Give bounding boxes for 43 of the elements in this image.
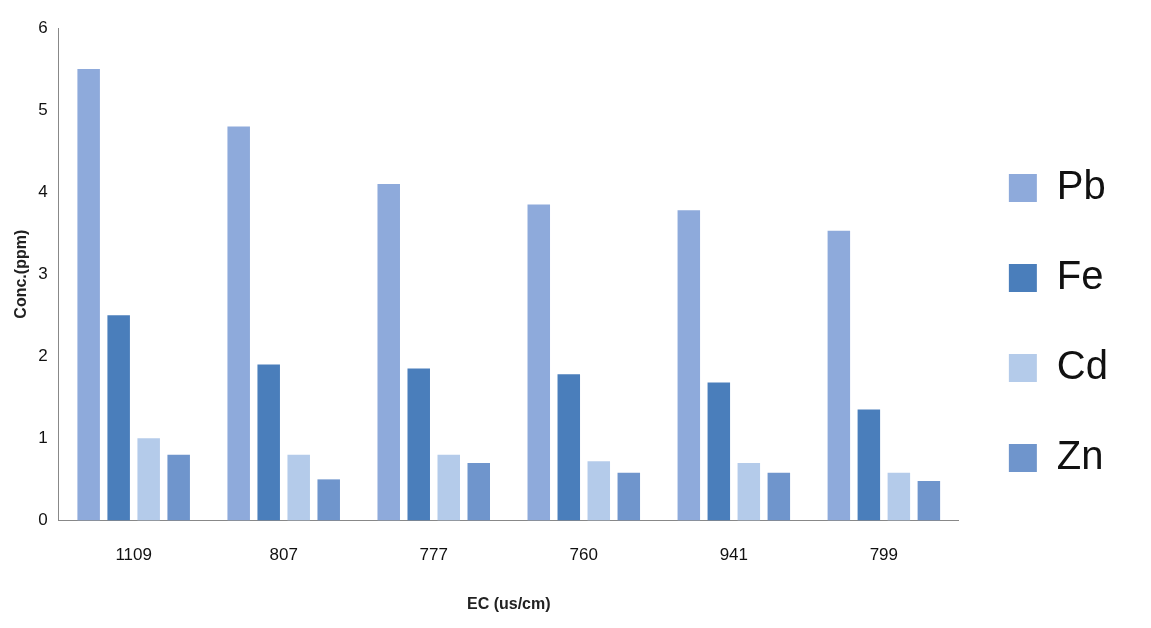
y-tick-label: 1: [38, 428, 48, 448]
bar: [137, 438, 160, 521]
bar: [857, 409, 881, 521]
bar: [107, 315, 130, 521]
x-tick-label: 941: [719, 545, 748, 565]
bar: [77, 69, 100, 521]
bar: [707, 382, 731, 521]
bar: [527, 204, 551, 521]
bar: [467, 462, 491, 521]
legend-label: Fe: [1056, 253, 1104, 298]
y-tick-label: 6: [38, 17, 48, 37]
bar: [587, 461, 611, 521]
bar: [767, 472, 791, 521]
bar: [677, 210, 701, 521]
bar: [227, 126, 250, 521]
x-tick-label: 799: [869, 545, 899, 565]
y-tick-label: 0: [38, 510, 48, 530]
legend-label: Pb: [1056, 163, 1106, 208]
bar: [437, 454, 460, 521]
bar: [887, 472, 911, 521]
bar: [377, 183, 400, 521]
y-tick-label: 4: [38, 181, 48, 201]
y-tick-label: 3: [38, 263, 48, 283]
bar: [557, 374, 581, 521]
legend-label: Zn: [1056, 433, 1104, 478]
bar: [167, 454, 190, 521]
bar: [917, 481, 941, 521]
x-tick-label: 777: [419, 545, 448, 565]
bar: [317, 479, 340, 521]
y-tick-label: 5: [38, 99, 48, 119]
bar: [617, 472, 641, 521]
x-tick-label: 807: [269, 545, 298, 565]
y-tick-label: 2: [38, 345, 48, 365]
y-axis-title: Conc.(ppm): [12, 229, 30, 319]
x-tick-label: 760: [569, 545, 598, 565]
bar: [287, 454, 310, 521]
bar: [737, 462, 761, 521]
x-tick-label: 1109: [115, 545, 152, 565]
legend-label: Cd: [1056, 343, 1109, 388]
bar: [407, 368, 430, 521]
bar: [827, 230, 851, 521]
bar: [257, 364, 280, 521]
x-axis-title: EC (us/cm): [466, 594, 551, 612]
